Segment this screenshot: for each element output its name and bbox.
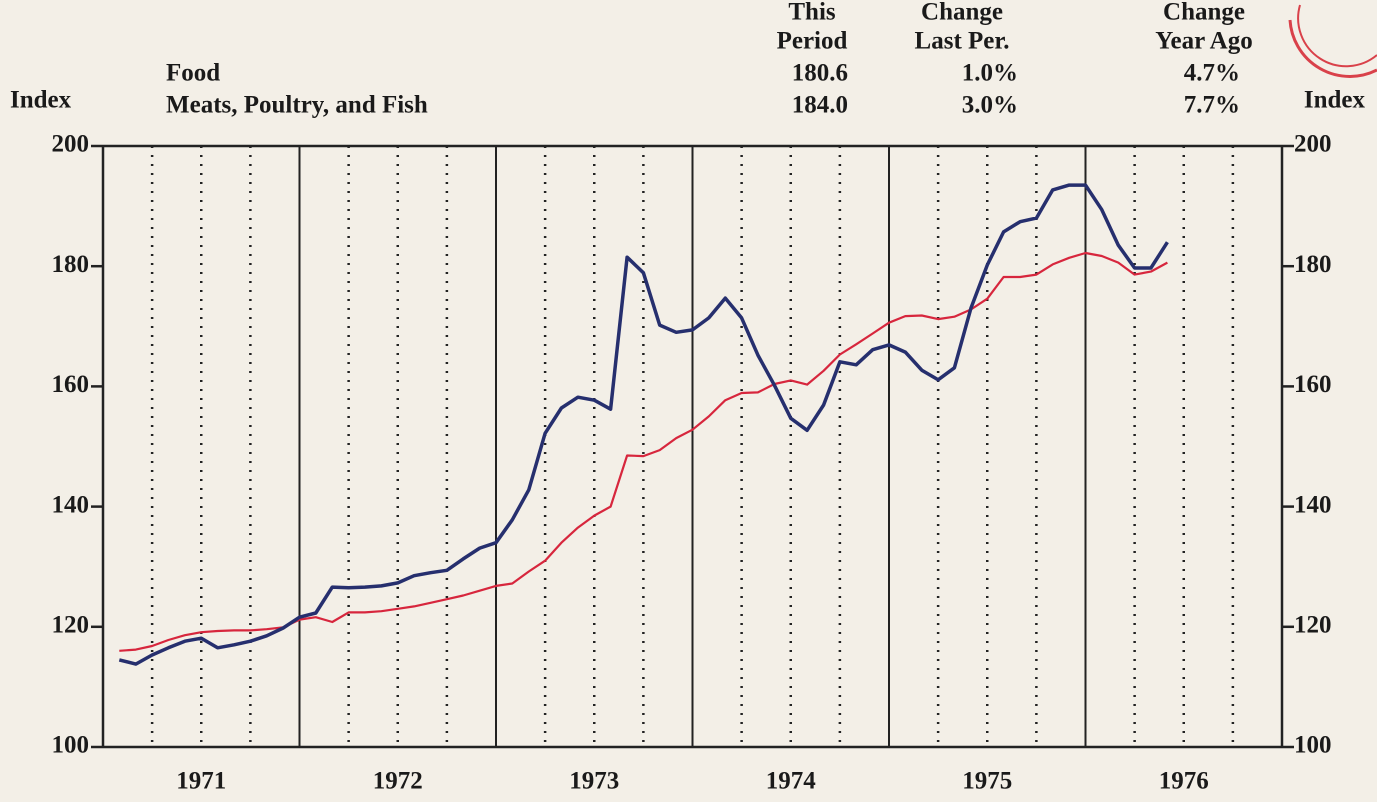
x-tick-label: 1973 [569, 768, 619, 795]
summary-value: 7.7% [1184, 92, 1240, 119]
y-tick-label: 120 [52, 612, 90, 639]
y2-tick-label: 140 [1294, 491, 1332, 518]
y2-axis-label: Index [1304, 87, 1366, 114]
y2-tick-label: 120 [1294, 612, 1332, 639]
column-header: This [788, 0, 836, 26]
x-tick-label: 1972 [373, 768, 423, 795]
summary-value: 180.6 [792, 60, 848, 87]
column-header: Period [777, 28, 848, 55]
y-tick-label: 100 [52, 732, 90, 759]
stamp [1297, 4, 1377, 68]
summary-value: 1.0% [962, 60, 1018, 87]
y-tick-label: 160 [52, 371, 90, 398]
y-tick-label: 200 [52, 131, 90, 158]
column-header: Last Per. [915, 28, 1010, 55]
stamp [1288, 19, 1377, 78]
x-tick-label: 1976 [1159, 768, 1209, 795]
legend-label: Meats, Poultry, and Fish [166, 92, 428, 119]
series-line [118, 183, 1169, 666]
y2-tick-label: 180 [1294, 251, 1332, 278]
column-header: Year Ago [1155, 28, 1252, 55]
y2-tick-label: 100 [1294, 732, 1332, 759]
y2-tick-label: 200 [1294, 131, 1332, 158]
column-header: Change [1163, 0, 1245, 26]
summary-value: 4.7% [1184, 60, 1240, 87]
y-tick-label: 180 [52, 251, 90, 278]
y-axis-label: Index [10, 87, 72, 114]
y2-tick-label: 160 [1294, 371, 1332, 398]
x-tick-label: 1971 [176, 768, 226, 795]
column-header: Change [921, 0, 1003, 26]
y-tick-label: 140 [52, 491, 90, 518]
summary-value: 3.0% [962, 92, 1018, 119]
x-tick-label: 1975 [962, 768, 1012, 795]
legend-label: Food [166, 60, 220, 87]
x-tick-label: 1974 [766, 768, 817, 795]
summary-value: 184.0 [792, 92, 848, 119]
